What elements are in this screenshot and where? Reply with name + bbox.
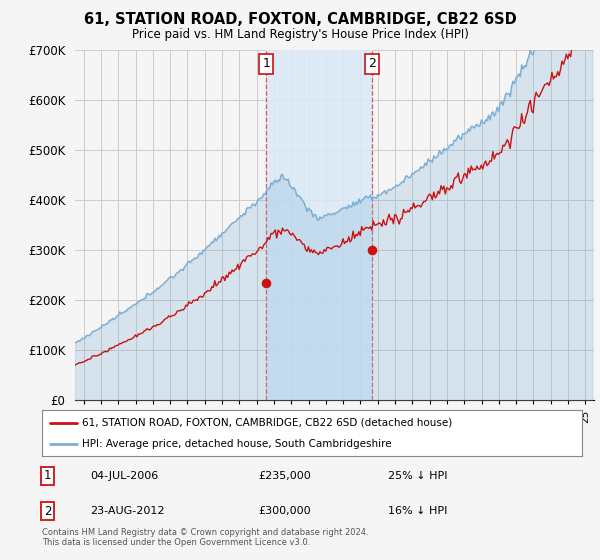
Text: Price paid vs. HM Land Registry's House Price Index (HPI): Price paid vs. HM Land Registry's House … <box>131 28 469 41</box>
Point <box>367 246 376 255</box>
Text: 61, STATION ROAD, FOXTON, CAMBRIDGE, CB22 6SD: 61, STATION ROAD, FOXTON, CAMBRIDGE, CB2… <box>83 12 517 27</box>
Text: £235,000: £235,000 <box>258 471 311 480</box>
Text: 2: 2 <box>44 505 51 517</box>
Text: 2: 2 <box>368 58 376 71</box>
Text: Contains HM Land Registry data © Crown copyright and database right 2024.
This d: Contains HM Land Registry data © Crown c… <box>42 528 368 548</box>
Text: 1: 1 <box>262 58 270 71</box>
Text: 04-JUL-2006: 04-JUL-2006 <box>91 471 159 480</box>
Text: HPI: Average price, detached house, South Cambridgeshire: HPI: Average price, detached house, Sout… <box>83 439 392 449</box>
Text: 61, STATION ROAD, FOXTON, CAMBRIDGE, CB22 6SD (detached house): 61, STATION ROAD, FOXTON, CAMBRIDGE, CB2… <box>83 418 453 428</box>
Point <box>262 278 271 287</box>
Text: 1: 1 <box>44 469 51 482</box>
Text: 16% ↓ HPI: 16% ↓ HPI <box>388 506 447 516</box>
Text: 23-AUG-2012: 23-AUG-2012 <box>91 506 165 516</box>
Bar <box>266 50 371 400</box>
Text: 25% ↓ HPI: 25% ↓ HPI <box>388 471 447 480</box>
Text: £300,000: £300,000 <box>258 506 311 516</box>
